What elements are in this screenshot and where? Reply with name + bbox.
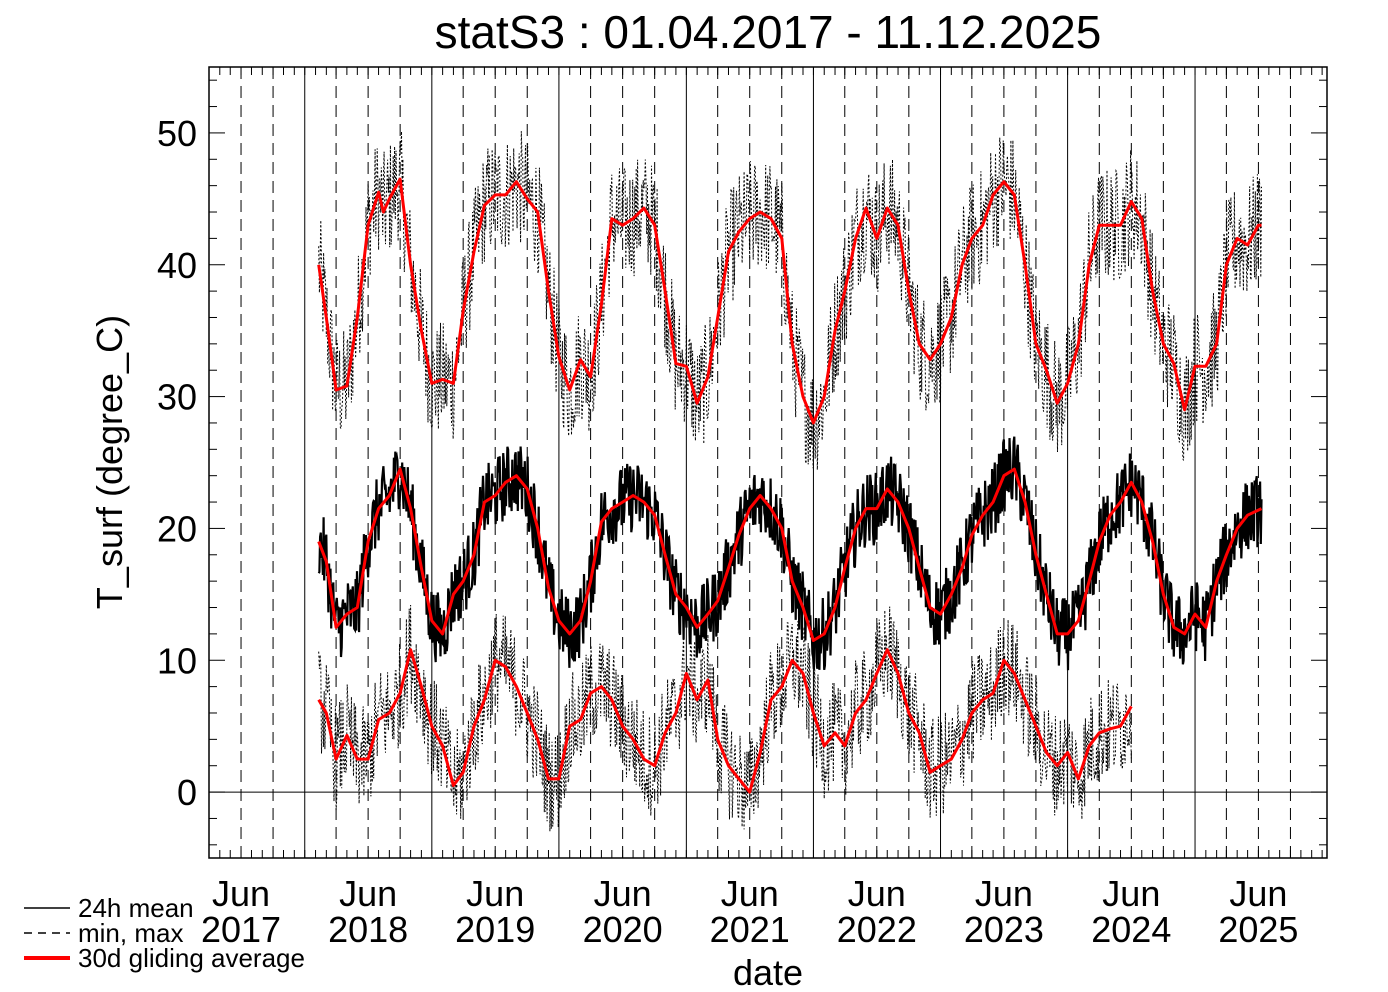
y-tick-label: 30: [157, 377, 197, 418]
x-tick-label-year: 2024: [1091, 909, 1171, 950]
x-tick-label-year: 2021: [710, 909, 790, 950]
x-axis-ticks: Jun2017Jun2018Jun2019Jun2020Jun2021Jun20…: [201, 67, 1323, 950]
y-tick-label: 10: [157, 640, 197, 681]
plot-frame: [208, 66, 1328, 859]
x-tick-label-month: Jun: [1102, 873, 1160, 914]
x-tick-label-year: 2019: [455, 909, 535, 950]
x-tick-label-month: Jun: [594, 873, 652, 914]
y-axis-ticks: 0 10 20 30 40 50: [157, 79, 1327, 846]
x-tick-label-month: Jun: [1229, 873, 1287, 914]
average-mean-line: [317, 467, 1263, 642]
x-tick-label-month: Jun: [466, 873, 524, 914]
legend-label: min, max: [78, 918, 183, 948]
average-max-line: [317, 177, 1262, 425]
gliding-average-lines: [317, 177, 1263, 794]
x-tick-label-year: 2023: [964, 909, 1044, 950]
legend-label: 24h mean: [78, 893, 194, 923]
daily-mean-line: [317, 436, 1263, 671]
x-tick-label-year: 2022: [837, 909, 917, 950]
x-tick-label-month: Jun: [721, 873, 779, 914]
average-min-line: [317, 648, 1133, 794]
x-tick-label-month: Jun: [975, 873, 1033, 914]
y-axis-label: T_surf (degree_C): [89, 315, 130, 609]
x-tick-label-year: 2018: [328, 909, 408, 950]
x-tick-label-month: Jun: [339, 873, 397, 914]
x-tick-label-year: 2020: [583, 909, 663, 950]
x-tick-label-year: 2025: [1218, 909, 1298, 950]
chart-title: statS3 : 01.04.2017 - 11.12.2025: [435, 6, 1102, 58]
legend-label: 30d gliding average: [78, 943, 305, 973]
x-tick-label-year: 2017: [201, 909, 281, 950]
y-tick-label: 0: [177, 772, 197, 813]
y-tick-label: 50: [157, 113, 197, 154]
x-tick-label-month: Jun: [212, 873, 270, 914]
x-axis-label: date: [733, 952, 803, 992]
x-tick-label-month: Jun: [848, 873, 906, 914]
y-tick-label: 40: [157, 245, 197, 286]
y-tick-label: 20: [157, 508, 197, 549]
grid-lines: [208, 67, 1327, 858]
daily-max-line: [318, 131, 1262, 470]
